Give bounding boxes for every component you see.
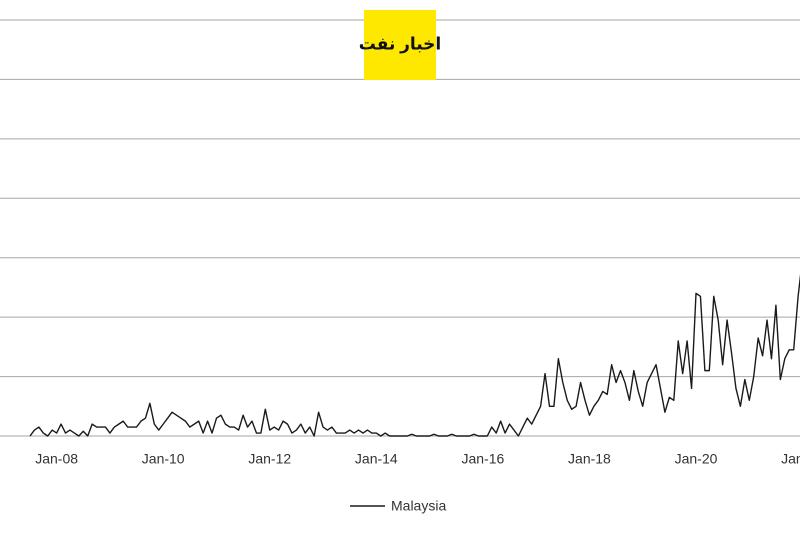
x-tick-label: Jan-18 <box>568 451 611 467</box>
logo-text: اخبار نفت <box>359 34 442 53</box>
x-tick-label: Jan-10 <box>142 451 185 467</box>
series-line <box>29 273 800 437</box>
x-tick-label: Jan-14 <box>355 451 398 467</box>
x-tick-label: Jan-20 <box>675 451 718 467</box>
x-tick-label: Jan-16 <box>461 451 504 467</box>
legend-label: Malaysia <box>391 498 446 514</box>
x-tick-label: Jan-22 <box>781 451 800 467</box>
x-tick-label: Jan-08 <box>35 451 78 467</box>
x-tick-label: Jan-12 <box>248 451 291 467</box>
logo <box>364 10 436 80</box>
